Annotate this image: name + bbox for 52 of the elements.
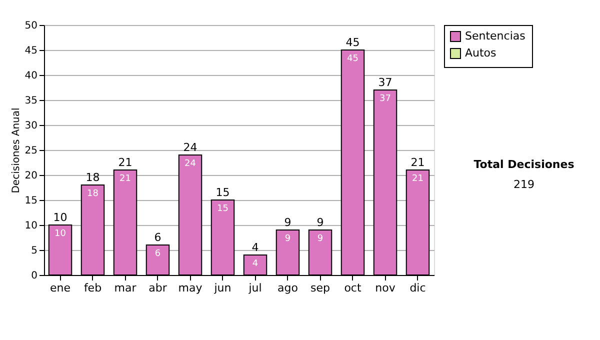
total-label: 21 — [410, 156, 425, 169]
total-label: 21 — [118, 156, 132, 169]
y-tick-label: 5 — [31, 246, 38, 256]
data-label: 9 — [284, 234, 291, 244]
x-tick-label: nov — [375, 282, 396, 294]
y-tick-label: 25 — [24, 146, 38, 156]
x-tick-label: dic — [410, 282, 426, 294]
y-tick-label: 0 — [31, 270, 38, 282]
y-tick-label: 35 — [24, 96, 38, 106]
x-tick-label: ene — [50, 282, 71, 294]
y-tick-label: 50 — [24, 20, 38, 32]
data-label: 21 — [412, 174, 424, 184]
y-tick-label: 40 — [24, 70, 38, 82]
y-axis-title: Decisiones Anual — [10, 108, 22, 194]
y-tick-label: 45 — [24, 46, 38, 56]
x-tick-label: feb — [84, 282, 102, 294]
data-label: 15 — [217, 204, 228, 214]
total-label: 24 — [183, 141, 198, 154]
total-label: 10 — [53, 211, 68, 224]
x-tick-label: jul — [248, 282, 262, 294]
x-tick-label: abr — [148, 282, 168, 294]
data-label: 10 — [54, 229, 66, 239]
y-tick-label: 30 — [24, 120, 38, 132]
total-label: 6 — [154, 231, 162, 244]
y-tick-label: 10 — [24, 220, 38, 232]
total-label: 45 — [346, 36, 360, 49]
data-label: 9 — [317, 234, 324, 244]
data-label: 6 — [154, 249, 161, 259]
x-tick-label: oct — [344, 282, 362, 294]
x-tick-label: jun — [213, 282, 232, 294]
x-tick-label: mar — [114, 282, 137, 294]
data-label: 18 — [87, 189, 99, 199]
y-tick-label: 15 — [24, 196, 38, 206]
text: Total Decisiones — [474, 158, 575, 171]
data-label: 4 — [252, 259, 258, 269]
total-label: 9 — [284, 216, 292, 229]
y-tick-label: 20 — [24, 170, 38, 182]
text: 219 — [514, 178, 534, 191]
total-label: 18 — [86, 171, 100, 184]
data-label: 21 — [120, 174, 131, 184]
total-label: 9 — [316, 216, 324, 229]
data-label: 37 — [380, 94, 391, 104]
x-tick-label: ago — [278, 282, 298, 294]
total-label: 37 — [378, 76, 392, 89]
legend-label: Sentencias — [465, 30, 526, 42]
total-label: 4 — [252, 241, 259, 254]
x-tick-label: may — [178, 282, 203, 294]
x-tick-label: sep — [310, 282, 330, 294]
data-label: 45 — [347, 54, 358, 64]
legend-label: Autos — [465, 46, 497, 60]
total-label: 15 — [216, 186, 230, 199]
data-label: 24 — [184, 159, 196, 169]
